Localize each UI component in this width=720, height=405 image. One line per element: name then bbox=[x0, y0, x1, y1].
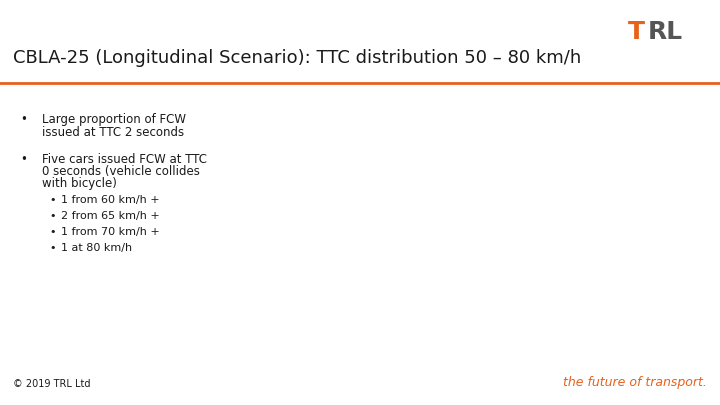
Text: •: • bbox=[20, 153, 27, 166]
Text: Five cars issued FCW at TTC: Five cars issued FCW at TTC bbox=[42, 153, 207, 166]
Text: 0 seconds (vehicle collides: 0 seconds (vehicle collides bbox=[42, 165, 199, 178]
Text: •: • bbox=[20, 113, 27, 126]
Text: 1 at 80 km/h: 1 at 80 km/h bbox=[61, 243, 132, 254]
Text: •: • bbox=[49, 227, 55, 237]
Text: issued at TTC 2 seconds: issued at TTC 2 seconds bbox=[42, 126, 184, 139]
Text: •: • bbox=[49, 243, 55, 254]
Text: 1 from 70 km/h +: 1 from 70 km/h + bbox=[61, 227, 160, 237]
Text: T: T bbox=[628, 20, 645, 44]
Text: CBLA-25 (Longitudinal Scenario): TTC distribution 50 – 80 km/h: CBLA-25 (Longitudinal Scenario): TTC dis… bbox=[13, 49, 581, 66]
Text: with bicycle): with bicycle) bbox=[42, 177, 117, 190]
Text: 2 from 65 km/h +: 2 from 65 km/h + bbox=[61, 211, 160, 221]
Text: the future of transport.: the future of transport. bbox=[563, 376, 707, 389]
Text: •: • bbox=[49, 195, 55, 205]
Text: Large proportion of FCW: Large proportion of FCW bbox=[42, 113, 186, 126]
Text: © 2019 TRL Ltd: © 2019 TRL Ltd bbox=[13, 379, 91, 389]
Text: RL: RL bbox=[648, 20, 683, 44]
Text: •: • bbox=[49, 211, 55, 221]
Text: 1 from 60 km/h +: 1 from 60 km/h + bbox=[61, 195, 160, 205]
